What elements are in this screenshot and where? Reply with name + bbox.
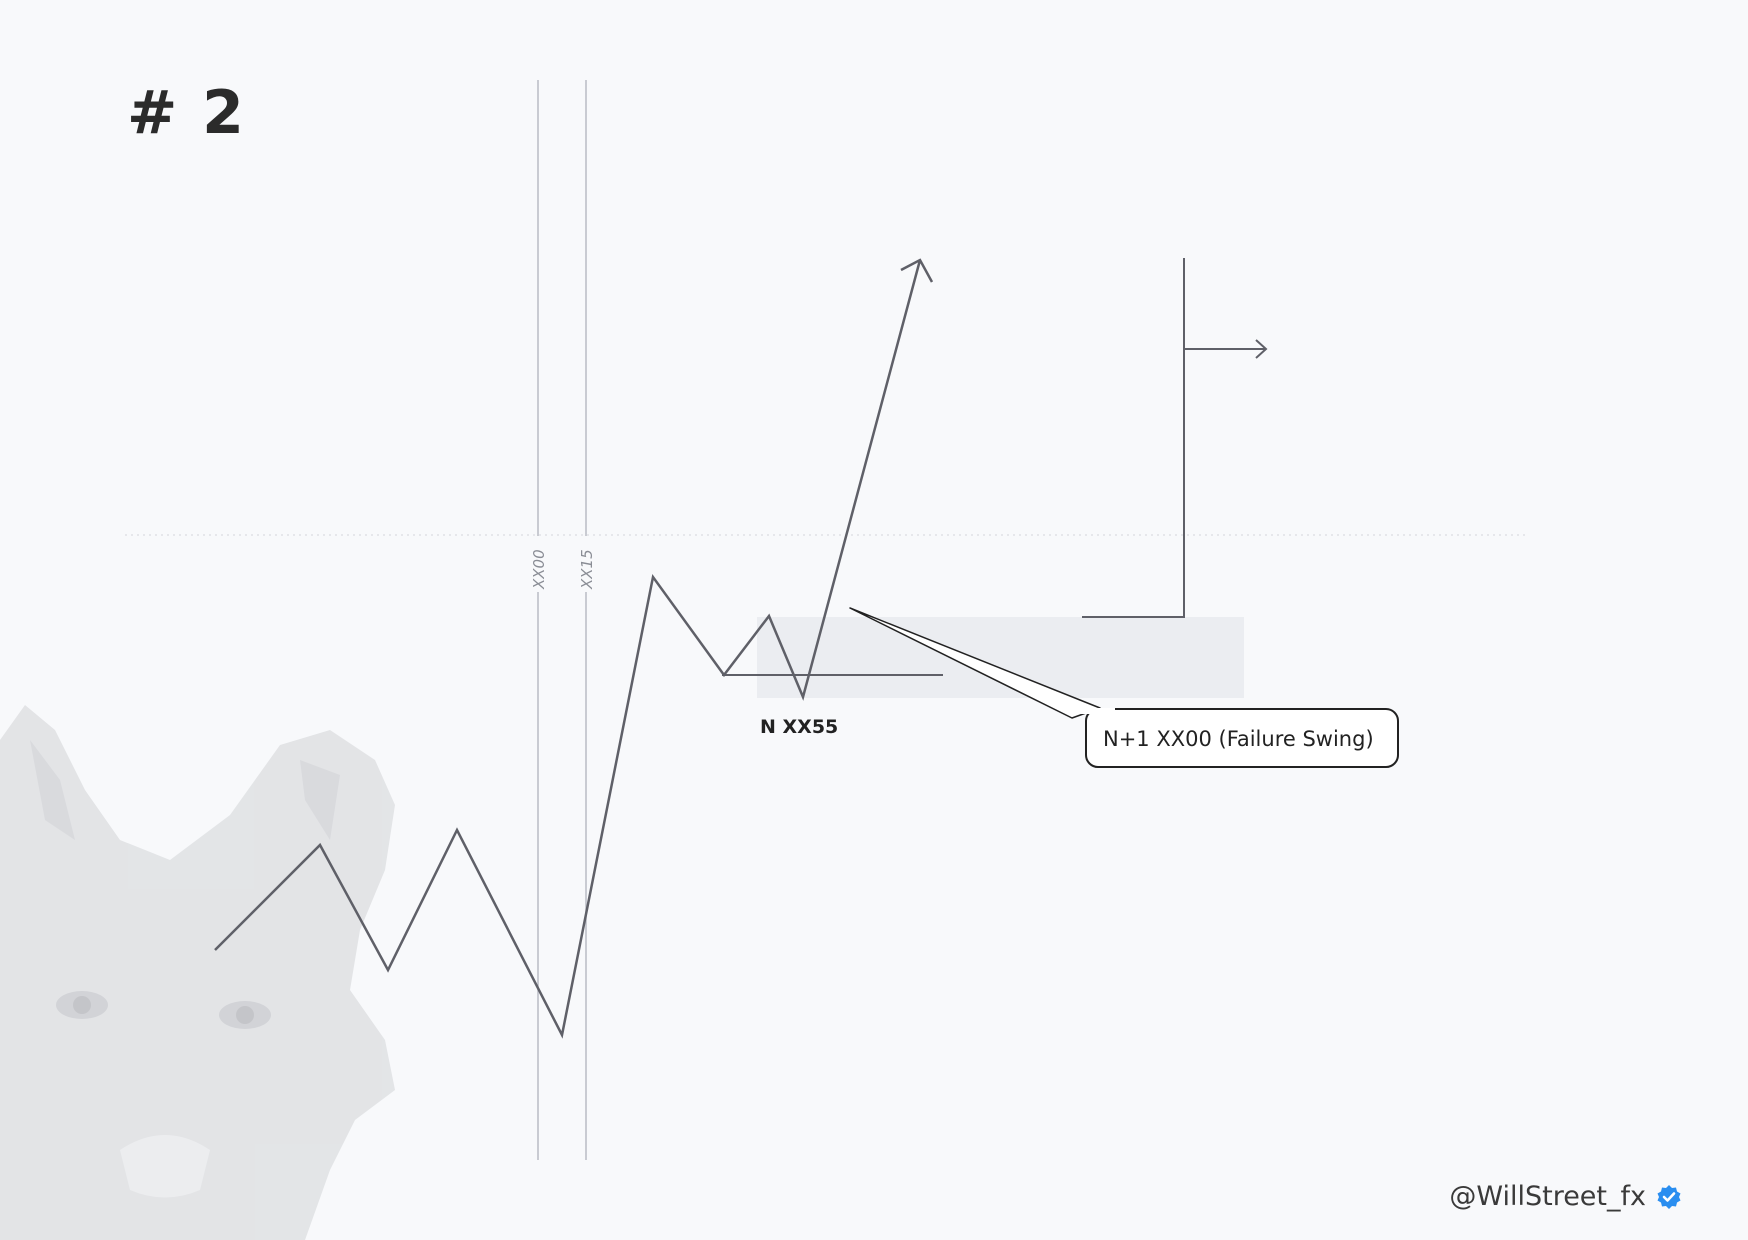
author-handle: @WillStreet_fx	[1449, 1181, 1682, 1212]
callout-box	[1085, 708, 1399, 768]
failure-swing-zone	[757, 617, 1244, 698]
swing-label: N XX55	[760, 716, 838, 738]
slide-number: # 2	[127, 78, 246, 148]
price-arrow-head	[900, 258, 934, 283]
price-path	[214, 259, 922, 1039]
wolf-watermark-icon	[0, 705, 395, 1240]
author-handle-text: @WillStreet_fx	[1449, 1181, 1646, 1212]
time-label-xx00: XX00	[530, 549, 548, 590]
time-label-xx15: XX15	[578, 549, 596, 590]
callout-text: N+1 XX00 (Failure Swing)	[1103, 727, 1374, 751]
target-bracket	[1082, 258, 1185, 618]
verified-badge-icon	[1657, 1184, 1681, 1209]
target-arrow-head	[1255, 339, 1268, 359]
